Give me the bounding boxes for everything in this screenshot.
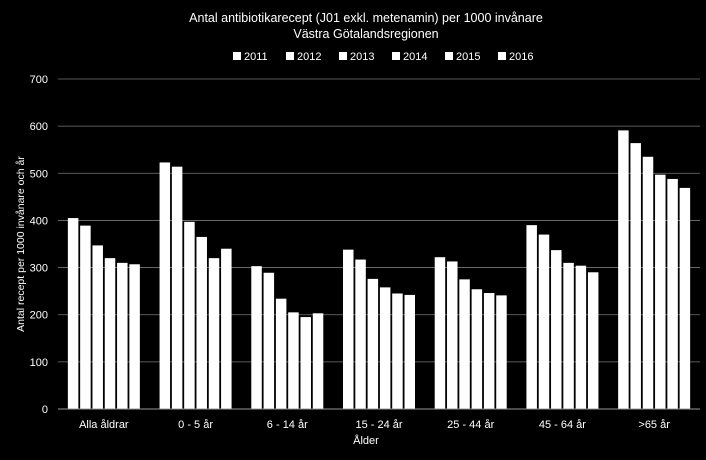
bar-2012-4	[447, 261, 458, 409]
x-tick-label: 25 - 44 år	[447, 419, 494, 431]
legend-swatch	[286, 52, 294, 60]
bar-2013-2	[275, 298, 287, 409]
bar-2012-3	[355, 259, 366, 409]
x-axis-label: Ålder	[353, 434, 379, 447]
bar-2015-1	[208, 258, 220, 409]
bar-2011-1	[159, 162, 171, 409]
bar-2015-2	[300, 317, 311, 409]
x-tick-label: 15 - 24 år	[355, 419, 402, 431]
bar-2016-2	[312, 313, 324, 409]
x-tick-label: 6 - 14 år	[267, 419, 308, 431]
bar-2016-3	[404, 294, 415, 409]
bar-2012-0	[80, 225, 91, 409]
y-tick-label: 600	[30, 121, 48, 133]
bar-2014-6	[655, 174, 666, 409]
chart-subtitle: Västra Götalandsregionen	[293, 27, 438, 41]
y-axis: 0 100 200 300 400 500 600 700	[30, 74, 48, 416]
bar-2014-0	[104, 258, 116, 409]
bar-2013-0	[92, 245, 103, 409]
x-tick-label: >65 år	[638, 419, 670, 431]
x-tick-label: 0 - 5 år	[178, 419, 213, 431]
bar-2012-6	[630, 143, 641, 409]
bar-2013-1	[184, 221, 195, 409]
legend-label: 2016	[509, 51, 533, 63]
bar-2013-6	[642, 156, 654, 409]
bar-2011-4	[434, 257, 446, 409]
bar-2016-5	[587, 272, 599, 409]
legend-label: 2011	[244, 51, 268, 63]
bar-2012-2	[263, 272, 275, 409]
legend-label: 2014	[403, 51, 427, 63]
legend-swatch	[392, 52, 400, 60]
bar-2012-5	[538, 234, 550, 409]
legend-swatch	[233, 52, 241, 60]
bar-2015-3	[392, 293, 403, 409]
bar-2012-1	[171, 166, 183, 409]
bar-2011-5	[526, 225, 537, 409]
bar-2016-1	[221, 248, 232, 409]
bar-2013-5	[551, 250, 562, 409]
chart-title: Antal antibiotikarecept (J01 exkl. meten…	[189, 11, 543, 25]
bar-2011-2	[251, 266, 262, 409]
legend-label: 2012	[297, 51, 321, 63]
y-tick-label: 400	[30, 215, 48, 227]
bar-2013-4	[459, 279, 470, 409]
bar-2015-4	[483, 293, 495, 409]
bar-2015-6	[667, 178, 678, 409]
legend-label: 2015	[456, 51, 480, 63]
bar-2014-2	[288, 312, 299, 409]
bar-2011-6	[618, 130, 629, 409]
legend-swatch	[339, 52, 347, 60]
bar-2013-3	[367, 278, 379, 409]
y-tick-label: 300	[30, 263, 48, 275]
y-tick-label: 0	[42, 404, 48, 416]
gridlines	[58, 78, 700, 410]
x-axis: Alla åldrar 0 - 5 år 6 - 14 år 15 - 24 år 25…	[58, 408, 700, 431]
bar-2014-4	[471, 289, 483, 409]
bar-2014-3	[379, 287, 391, 409]
bar-2016-4	[496, 295, 507, 409]
bar-2011-3	[343, 249, 354, 409]
legend: 2011 2012 2013 2014 2015 2016	[233, 51, 533, 63]
bar-2011-0	[67, 218, 79, 409]
y-tick-label: 500	[30, 168, 48, 180]
legend-swatch	[498, 52, 506, 60]
y-tick-label: 100	[30, 357, 48, 369]
bar-2014-5	[563, 262, 574, 409]
y-tick-label: 200	[30, 310, 48, 322]
bar-2015-5	[575, 265, 587, 409]
x-tick-label: 45 - 64 år	[539, 419, 586, 431]
bar-2014-1	[196, 236, 207, 409]
legend-swatch	[445, 52, 453, 60]
y-tick-label: 700	[30, 74, 48, 86]
bar-2016-0	[129, 264, 140, 409]
bar-2016-6	[679, 187, 691, 409]
bar-2015-0	[117, 262, 128, 409]
bars	[67, 130, 691, 409]
x-tick-label: Alla åldrar	[79, 419, 129, 431]
y-axis-label: Antal recept per 1000 invånare och år	[15, 156, 27, 332]
legend-label: 2013	[350, 51, 374, 63]
